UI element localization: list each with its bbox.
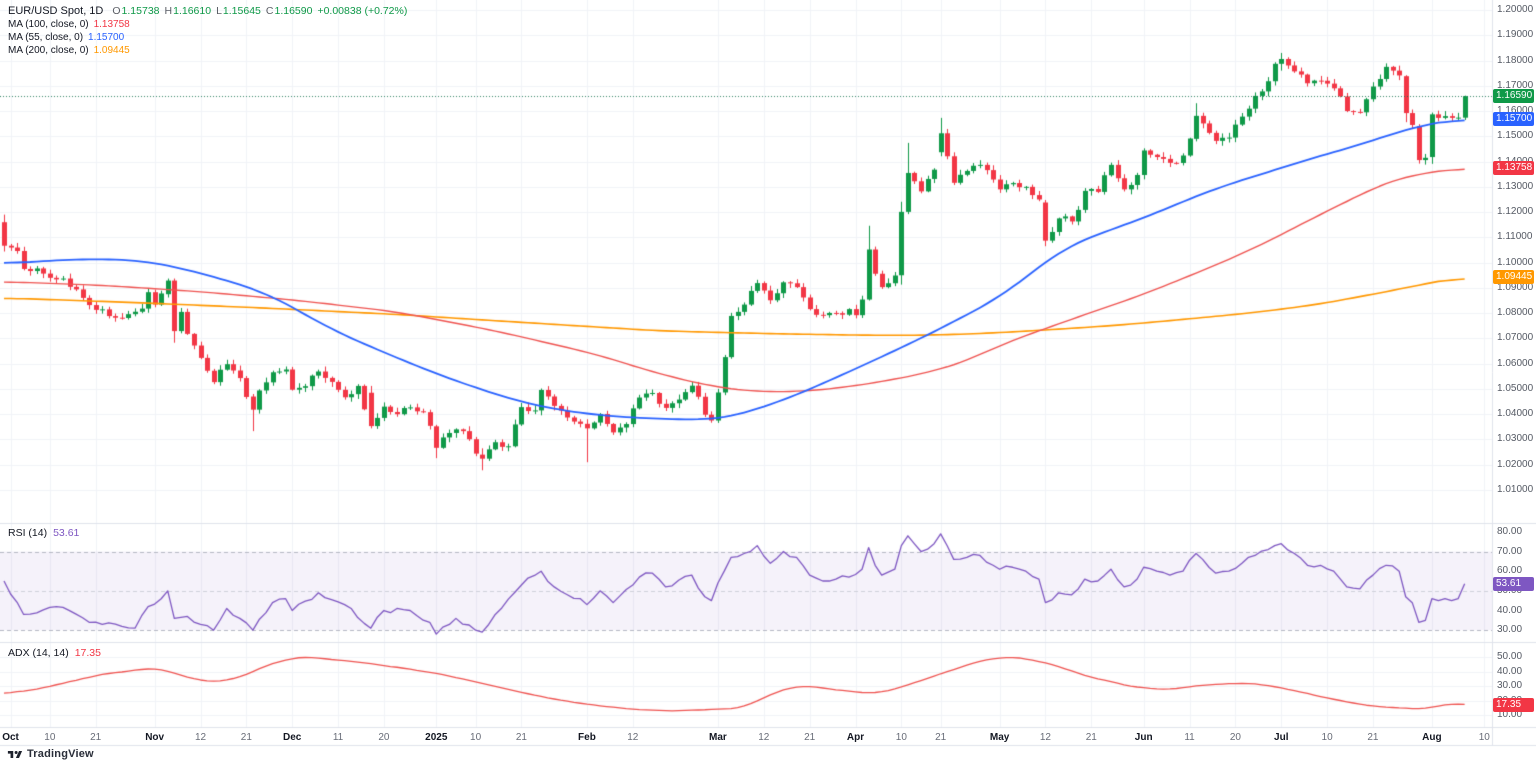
time-tick-label: Jun xyxy=(1134,732,1153,743)
time-tick-label: Mar xyxy=(709,732,727,743)
price-tick-label: 1.19000 xyxy=(1497,29,1534,41)
price-tick-label: 1.17000 xyxy=(1497,79,1534,91)
time-tick-label: 12 xyxy=(1039,732,1051,743)
time-tick-label: 21 xyxy=(1367,732,1379,743)
time-tick-label: 10 xyxy=(1478,732,1490,743)
price-tick-label: 1.10000 xyxy=(1497,256,1534,268)
time-tick-label: 21 xyxy=(1085,732,1097,743)
price-tick-label: 1.15000 xyxy=(1497,130,1534,142)
time-axis[interactable] xyxy=(0,727,1492,745)
time-tick-label: 20 xyxy=(1229,732,1241,743)
adx-tick-label: 50.00 xyxy=(1497,651,1523,663)
price-badge-close: 1.16590 xyxy=(1493,89,1534,104)
adx-tick-label: 40.00 xyxy=(1497,665,1523,677)
price-tick-label: 1.07000 xyxy=(1497,332,1534,344)
price-tick-label: 1.03000 xyxy=(1497,433,1534,445)
time-tick-label: 20 xyxy=(378,732,390,743)
time-tick-label: Jul xyxy=(1274,732,1289,743)
price-tick-label: 1.05000 xyxy=(1497,382,1534,394)
price-tick-label: 1.09000 xyxy=(1497,281,1534,293)
time-tick-label: 2025 xyxy=(425,732,448,743)
price-tick-label: 1.11000 xyxy=(1497,231,1533,243)
price-tick-label: 1.02000 xyxy=(1497,458,1534,470)
tradingview-logo[interactable]: TradingView xyxy=(7,748,94,761)
time-tick-label: 21 xyxy=(515,732,527,743)
time-tick-label: Dec xyxy=(283,732,302,743)
price-tick-label: 1.12000 xyxy=(1497,206,1534,218)
time-tick-label: Aug xyxy=(1422,732,1442,743)
price-badge-ma100: 1.13758 xyxy=(1493,160,1534,175)
time-tick-label: 10 xyxy=(44,732,56,743)
time-tick-label: 21 xyxy=(935,732,947,743)
rsi-tick-label: 40.00 xyxy=(1497,604,1523,616)
time-tick-label: 12 xyxy=(627,732,639,743)
rsi-tick-label: 80.00 xyxy=(1497,525,1523,537)
time-tick-label: 21 xyxy=(240,732,252,743)
time-tick-label: 21 xyxy=(804,732,816,743)
footer-bar: TradingView xyxy=(7,746,94,762)
price-tick-label: 1.08000 xyxy=(1497,307,1534,319)
tradingview-text: TradingView xyxy=(27,748,94,760)
price-tick-label: 1.01000 xyxy=(1497,484,1534,495)
rsi-tick-label: 30.00 xyxy=(1497,624,1523,636)
time-tick-label: Oct xyxy=(2,732,19,743)
price-tick-label: 1.13000 xyxy=(1497,180,1534,192)
rsi-tick-label: 70.00 xyxy=(1497,545,1523,557)
time-tick-label: Nov xyxy=(145,732,165,743)
price-tick-label: 1.16000 xyxy=(1497,105,1534,117)
adx-tick-label: 30.00 xyxy=(1497,680,1523,692)
time-tick-label: 12 xyxy=(758,732,770,743)
price-tick-label: 1.20000 xyxy=(1497,4,1534,15)
time-tick-label: 21 xyxy=(90,732,102,743)
price-tick-label: 1.18000 xyxy=(1497,54,1534,66)
price-tick-label: 1.04000 xyxy=(1497,408,1534,420)
time-tick-label: 10 xyxy=(895,732,907,743)
time-tick-label: 10 xyxy=(1321,732,1333,743)
price-tick-label: 1.06000 xyxy=(1497,357,1534,369)
time-tick-label: Feb xyxy=(578,732,596,743)
rsi-tick-label: 60.00 xyxy=(1497,565,1523,577)
rsi-badge: 53.61 xyxy=(1493,576,1534,591)
time-tick-label: 11 xyxy=(1184,732,1195,743)
time-tick-label: 11 xyxy=(332,732,344,743)
time-tick-label: May xyxy=(989,732,1010,743)
adx-tick-label: 10.00 xyxy=(1497,709,1523,721)
time-tick-label: Apr xyxy=(846,732,865,743)
time-tick-label: 10 xyxy=(470,732,482,743)
time-tick-label: 12 xyxy=(194,732,207,743)
price-badge-ma200: 1.09445 xyxy=(1493,269,1534,284)
tradingview-icon xyxy=(7,750,23,758)
price-badge-ma55: 1.15700 xyxy=(1493,111,1534,126)
adx-badge: 17.35 xyxy=(1493,697,1534,712)
